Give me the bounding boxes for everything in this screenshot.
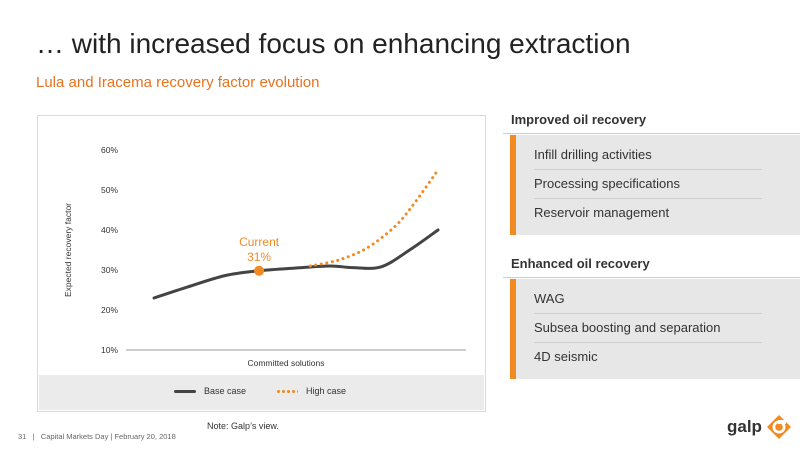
- y-tick-label: 20%: [101, 305, 118, 315]
- legend-label-base-case: Base case: [204, 386, 247, 396]
- list-item: 4D seismic: [534, 349, 598, 364]
- chart-note: Note: Galp’s view.: [207, 421, 279, 431]
- y-tick-label: 40%: [101, 225, 118, 235]
- legend-swatch-base-case: [174, 389, 196, 393]
- section-divider: [503, 133, 800, 134]
- logo-text: galp: [727, 417, 762, 436]
- page-title: … with increased focus on enhancing extr…: [36, 28, 631, 59]
- galp-logo: galp: [727, 414, 792, 440]
- section-heading-improved-oil-recovery: Improved oil recovery: [511, 112, 647, 127]
- current-point-marker: [254, 265, 265, 276]
- panel-improved-oil-recovery: Infill drilling activities Processing sp…: [510, 135, 800, 235]
- annotation-value-label: 31%: [247, 250, 271, 264]
- list-divider: [534, 342, 762, 343]
- y-tick-label: 30%: [101, 265, 118, 275]
- legend-item-high-case: High case: [276, 386, 346, 396]
- chart-frame: 10% 20% 30% 40% 50% 60% Expected recovery fact…: [37, 115, 486, 412]
- footer: 31 | Capital Markets Day | February 20, …: [18, 432, 176, 441]
- legend-band: [39, 375, 484, 410]
- y-tick-label: 50%: [101, 185, 118, 195]
- series-line-high-case: [308, 168, 440, 268]
- annotation-label: Current: [239, 235, 280, 249]
- y-tick-label: 60%: [101, 145, 118, 155]
- panel-enhanced-oil-recovery: WAG Subsea boosting and separation 4D se…: [510, 279, 800, 379]
- footer-event: Capital Markets Day | February 20, 2018: [40, 432, 176, 441]
- y-tick-label: 10%: [101, 345, 118, 355]
- y-axis-label: Expected recovery factor: [63, 203, 73, 297]
- x-axis-label: Committed solutions: [247, 358, 324, 368]
- galp-logo-icon: [766, 415, 791, 439]
- list-item: Subsea boosting and separation: [534, 320, 721, 335]
- page-subtitle: Lula and Iracema recovery factor evoluti…: [36, 74, 320, 91]
- page-number: 31: [18, 432, 27, 441]
- section-heading-enhanced-oil-recovery: Enhanced oil recovery: [511, 256, 650, 271]
- list-item: Processing specifications: [534, 176, 680, 191]
- legend-item-base-case: Base case: [174, 386, 246, 396]
- footer-separator: |: [32, 432, 35, 441]
- section-divider: [503, 277, 800, 278]
- recovery-factor-chart: 10% 20% 30% 40% 50% 60% Expected recovery fact…: [63, 145, 466, 368]
- list-divider: [534, 313, 762, 314]
- legend-label-high-case: High case: [306, 386, 347, 396]
- series-line-base-case: [152, 228, 440, 300]
- list-divider: [534, 169, 762, 170]
- legend-swatch-high-case: [276, 389, 298, 393]
- list-divider: [534, 198, 762, 199]
- list-item: WAG: [534, 291, 565, 306]
- list-item: Infill drilling activities: [534, 147, 652, 162]
- list-item: Reservoir management: [534, 205, 670, 220]
